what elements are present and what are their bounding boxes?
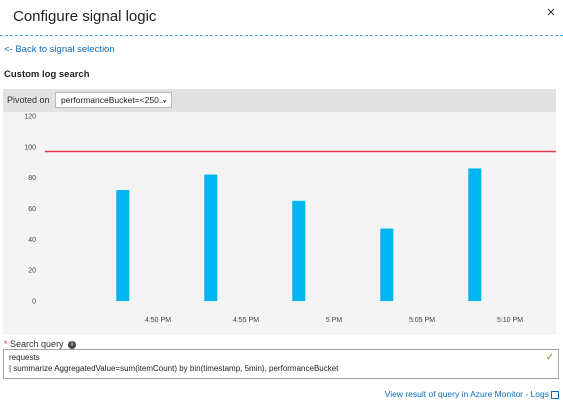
checkmark-icon: ✓ (545, 352, 554, 363)
chart-bar[interactable] (116, 190, 130, 301)
chart-area: 0 20 40 60 80 100 120 4:50 PM 4:55 PM 5 PM 5:05 PM… (3, 112, 556, 335)
search-query-input[interactable]: requests | summarize AggregatedValue=sum… (3, 349, 559, 379)
y-tick-label: 80 (28, 175, 36, 182)
y-tick-label: 20 (28, 268, 36, 275)
required-marker: * (4, 339, 8, 349)
y-tick-label: 60 (28, 206, 36, 213)
x-tick-label: 4:50 PM (145, 317, 171, 324)
y-tick-label: 120 (24, 114, 36, 121)
query-line: | summarize AggregatedValue=sum(itemCoun… (9, 364, 339, 373)
pivot-label: Pivoted on (7, 95, 50, 105)
y-tick-label: 100 (24, 144, 36, 151)
view-result-link-text: View result of query in Azure Monitor - … (384, 389, 549, 399)
pivot-bar: Pivoted on performanceBucket=<250... ⌄ (3, 89, 556, 112)
y-tick-label: 0 (32, 299, 36, 306)
search-query-label: * Search query i (4, 339, 77, 349)
view-result-link[interactable]: View result of query in Azure Monitor - … (385, 389, 559, 399)
search-query-label-text: Search query (10, 339, 64, 349)
info-icon[interactable]: i (68, 340, 77, 349)
dialog-title: Configure signal logic (13, 8, 157, 25)
y-tick-label: 40 (28, 237, 36, 244)
chart-bar[interactable] (292, 200, 306, 301)
x-tick-label: 4:55 PM (233, 317, 259, 324)
pivot-dropdown[interactable]: performanceBucket=<250... ⌄ (55, 92, 172, 108)
section-title: Custom log search (4, 69, 90, 80)
chart-bar[interactable] (468, 168, 482, 301)
back-to-signal-selection-link[interactable]: <- Back to signal selection (4, 44, 115, 55)
chevron-down-icon: ⌄ (161, 95, 168, 104)
external-link-icon (551, 390, 559, 399)
dialog-header: Configure signal logic × (0, 0, 563, 36)
x-tick-label: 5:05 PM (409, 317, 435, 324)
query-line: requests (9, 353, 40, 362)
x-tick-label: 5 PM (326, 317, 343, 324)
pivot-selected-value: performanceBucket=<250... (61, 95, 166, 105)
bar-chart: 0 20 40 60 80 100 120 4:50 PM 4:55 PM 5 PM 5:05 PM… (24, 114, 556, 324)
close-icon[interactable]: × (546, 4, 556, 21)
chart-bar[interactable] (380, 228, 394, 301)
x-tick-label: 5:10 PM (497, 317, 523, 324)
chart-bar[interactable] (204, 174, 218, 301)
